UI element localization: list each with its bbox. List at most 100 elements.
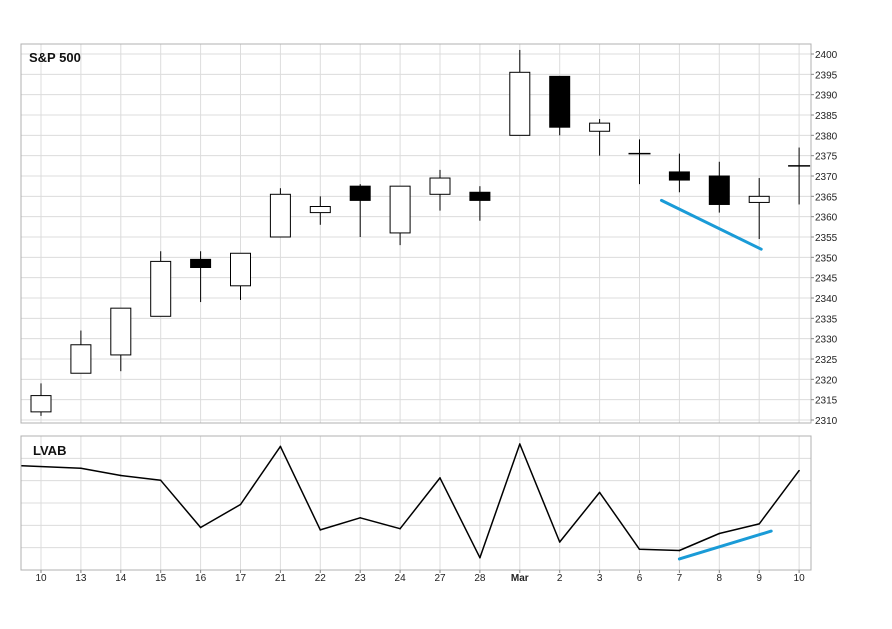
x-tick-label: 24 xyxy=(395,573,407,584)
candle-body-up xyxy=(110,307,132,356)
x-tick-label: 3 xyxy=(597,573,603,584)
lvab-line xyxy=(21,443,800,559)
price-y-tick-label: 2370 xyxy=(815,172,838,183)
candle xyxy=(589,119,611,156)
candle xyxy=(230,252,251,301)
lvab-point xyxy=(279,445,282,448)
candle xyxy=(110,307,132,372)
price-y-tick-label: 2375 xyxy=(815,152,838,163)
candle xyxy=(269,188,291,238)
lvab-point xyxy=(319,529,322,531)
x-tick-label: 21 xyxy=(275,573,287,584)
x-tick-label: 15 xyxy=(155,573,167,584)
candle-body-down xyxy=(549,75,571,128)
price-y-tick-label: 2380 xyxy=(815,131,838,142)
candle-body-up xyxy=(429,177,451,195)
lvab-point xyxy=(558,541,561,543)
lvab-point xyxy=(798,469,800,472)
price-y-axis: 2310 2315 2320 2325 2330 2335 2340 2345 2350 2355… xyxy=(811,50,838,427)
x-tick-label: 2 xyxy=(557,573,563,584)
price-y-tick-label: 2400 xyxy=(815,50,838,61)
candle xyxy=(389,185,411,246)
x-tick-label: 14 xyxy=(115,573,127,584)
price-panel-frame xyxy=(20,43,812,424)
candle xyxy=(309,196,331,225)
candle-body-down xyxy=(668,171,690,181)
x-tick-label: 17 xyxy=(235,573,247,584)
price-trendline xyxy=(659,198,763,251)
price-y-tick-label: 2315 xyxy=(815,396,838,407)
candle-body-up xyxy=(150,260,172,317)
price-y-tick-label: 2310 xyxy=(815,416,838,427)
lvab-point xyxy=(359,517,362,519)
lvab-point xyxy=(199,526,202,529)
lvab-trendline xyxy=(677,529,773,561)
indicator-panel-title: LVAB xyxy=(33,443,66,458)
candlestick-series xyxy=(30,49,811,416)
x-tick-label: Mar xyxy=(511,573,529,584)
lvab-point xyxy=(21,464,23,467)
candle-body-down xyxy=(708,175,730,205)
lvab-point xyxy=(758,523,760,525)
lvab-point xyxy=(439,477,441,479)
price-trendline-group xyxy=(659,198,763,251)
price-panel-grid xyxy=(21,44,811,423)
price-y-tick-label: 2390 xyxy=(815,91,838,102)
indicator-panel-grid xyxy=(21,436,811,570)
lvab-point xyxy=(80,467,82,470)
price-y-tick-label: 2325 xyxy=(815,355,838,366)
candle-body-up xyxy=(589,122,611,132)
x-tick-label: 6 xyxy=(637,573,643,584)
lvab-point xyxy=(519,443,521,445)
candle-body-down xyxy=(469,191,491,201)
price-y-tick-label: 2335 xyxy=(815,314,838,325)
lvab-point xyxy=(678,549,681,552)
candle xyxy=(708,161,730,213)
candle-body-down xyxy=(190,258,212,269)
lvab-point xyxy=(598,491,601,494)
price-y-tick-label: 2320 xyxy=(815,375,838,386)
candle xyxy=(748,178,770,240)
x-tick-label: 8 xyxy=(717,573,723,584)
price-y-tick-label: 2360 xyxy=(815,213,838,224)
candle-body-up xyxy=(269,193,291,238)
candle xyxy=(70,330,92,374)
candle xyxy=(788,147,811,205)
candle-body-up xyxy=(389,185,411,234)
lvab-point xyxy=(638,548,641,551)
candle xyxy=(349,184,371,237)
candle xyxy=(469,186,491,221)
price-panel-title: S&P 500 xyxy=(29,50,81,65)
x-tick-label: 22 xyxy=(315,573,327,584)
candle xyxy=(668,153,690,193)
lvab-point xyxy=(718,532,721,535)
lvab-point xyxy=(159,479,162,482)
x-tick-label: 16 xyxy=(195,573,207,584)
x-tick-label: 10 xyxy=(35,573,47,584)
price-y-tick-label: 2345 xyxy=(815,274,838,285)
lvab-point xyxy=(479,556,481,559)
price-y-tick-label: 2395 xyxy=(815,70,838,81)
price-y-tick-label: 2330 xyxy=(815,335,838,346)
price-y-tick-label: 2340 xyxy=(815,294,838,305)
candle-body-up xyxy=(748,195,770,203)
price-y-tick-label: 2350 xyxy=(815,253,838,264)
lvab-point xyxy=(239,503,242,506)
candle xyxy=(509,49,531,136)
x-tick-label: 28 xyxy=(474,573,486,584)
indicator-panel-frame xyxy=(20,435,812,571)
x-tick-label: 13 xyxy=(75,573,87,584)
candle-body-up xyxy=(230,252,251,287)
x-tick-label: 23 xyxy=(355,573,367,584)
price-y-tick-label: 2385 xyxy=(815,111,838,122)
lvab-point xyxy=(120,474,122,477)
x-tick-label: 10 xyxy=(794,573,806,584)
candle xyxy=(549,75,571,136)
candle xyxy=(30,383,52,416)
price-y-tick-label: 2355 xyxy=(815,233,838,244)
candle xyxy=(429,169,451,211)
candle-body-up xyxy=(309,206,331,214)
candle xyxy=(628,139,651,185)
candle-body-down xyxy=(349,185,371,201)
